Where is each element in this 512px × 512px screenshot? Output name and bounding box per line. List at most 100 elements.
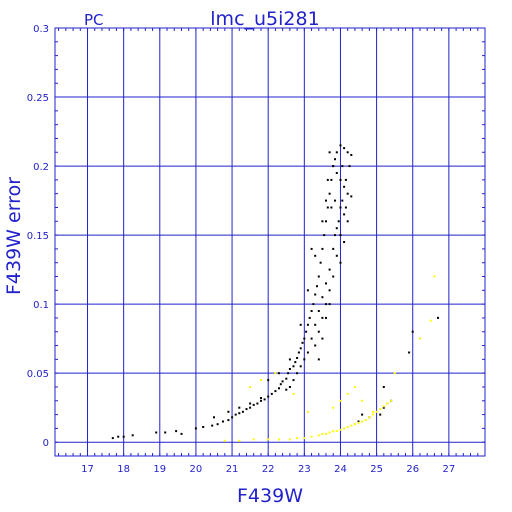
data-point-black bbox=[301, 341, 304, 344]
data-point-black bbox=[310, 337, 313, 340]
data-point-black bbox=[328, 289, 331, 292]
data-point-black bbox=[194, 427, 197, 430]
data-point-black bbox=[314, 293, 317, 296]
data-point-black bbox=[334, 158, 336, 161]
data-point-black bbox=[287, 372, 290, 375]
data-point-black bbox=[317, 330, 320, 333]
data-point-yellow bbox=[379, 408, 382, 411]
data-point-yellow bbox=[364, 419, 367, 422]
data-point-black bbox=[343, 213, 346, 216]
data-point-black bbox=[285, 377, 288, 380]
data-point-yellow bbox=[317, 434, 320, 437]
data-point-black bbox=[216, 423, 219, 426]
data-point-black bbox=[339, 261, 342, 264]
data-point-yellow bbox=[310, 435, 313, 438]
x-tick-label: 26 bbox=[406, 464, 419, 475]
data-point-yellow bbox=[332, 430, 335, 433]
y-axis-label: F439W error bbox=[3, 177, 25, 295]
data-point-yellow bbox=[260, 379, 262, 382]
data-point-yellow bbox=[325, 432, 327, 435]
x-tick-label: 24 bbox=[334, 464, 347, 475]
x-tick-label: 21 bbox=[226, 464, 239, 475]
data-point-black bbox=[344, 178, 347, 181]
y-tick-label: 0.15 bbox=[27, 231, 49, 242]
data-point-yellow bbox=[339, 428, 342, 431]
data-point-black bbox=[303, 358, 306, 361]
data-point-black bbox=[325, 303, 327, 306]
data-point-black bbox=[314, 254, 317, 257]
data-point-yellow bbox=[419, 337, 421, 340]
data-point-yellow bbox=[353, 423, 356, 426]
y-tick-label: 0.25 bbox=[27, 93, 49, 104]
data-point-black bbox=[241, 410, 244, 413]
data-point-yellow bbox=[249, 386, 252, 388]
data-point-black bbox=[270, 392, 273, 395]
data-point-black bbox=[339, 206, 342, 209]
data-point-yellow bbox=[393, 372, 396, 375]
data-point-black bbox=[344, 206, 347, 209]
x-tick-label: 17 bbox=[81, 464, 94, 475]
data-point-black bbox=[335, 172, 338, 174]
data-point-black bbox=[131, 434, 134, 437]
data-point-black bbox=[408, 351, 411, 354]
data-point-black bbox=[234, 413, 237, 416]
data-point-black bbox=[238, 412, 241, 415]
x-axis-label: F439W bbox=[237, 485, 303, 507]
data-point-black bbox=[337, 220, 340, 223]
data-point-black bbox=[306, 351, 309, 354]
data-point-black bbox=[111, 437, 114, 440]
data-point-black bbox=[314, 344, 317, 347]
data-point-yellow bbox=[357, 421, 360, 424]
data-point-black bbox=[325, 282, 327, 285]
data-point-black bbox=[332, 165, 335, 168]
data-point-black bbox=[202, 426, 205, 428]
data-point-yellow bbox=[350, 424, 353, 427]
data-point-black bbox=[155, 431, 158, 434]
data-point-black bbox=[267, 395, 270, 398]
data-point-yellow bbox=[372, 410, 374, 413]
data-point-black bbox=[330, 178, 333, 181]
data-point-black bbox=[325, 220, 327, 223]
y-tick-label: 0.1 bbox=[33, 300, 49, 311]
data-point-black bbox=[382, 386, 385, 388]
data-point-black bbox=[278, 387, 280, 390]
data-point-black bbox=[281, 380, 284, 383]
data-point-black bbox=[288, 358, 291, 361]
data-point-black bbox=[260, 399, 262, 402]
data-point-black bbox=[325, 199, 327, 202]
data-points bbox=[111, 144, 439, 442]
data-point-black bbox=[227, 419, 230, 422]
x-tick-label: 20 bbox=[190, 464, 203, 475]
data-point-black bbox=[348, 165, 351, 168]
data-point-black bbox=[222, 420, 224, 423]
y-tick-label: 0.05 bbox=[27, 369, 49, 380]
data-point-black bbox=[308, 316, 311, 319]
data-point-black bbox=[343, 241, 346, 243]
data-point-black bbox=[357, 420, 360, 423]
x-tick-label: 23 bbox=[298, 464, 311, 475]
x-tick-label: 27 bbox=[442, 464, 455, 475]
plot-frame bbox=[54, 27, 486, 457]
data-point-yellow bbox=[252, 438, 255, 441]
data-point-yellow bbox=[386, 402, 389, 405]
data-point-yellow bbox=[288, 438, 291, 441]
data-point-yellow bbox=[274, 372, 277, 375]
data-point-black bbox=[310, 247, 313, 250]
chart-title: lmc_u5i281 bbox=[210, 8, 319, 30]
data-point-black bbox=[321, 247, 324, 250]
data-point-black bbox=[343, 185, 346, 188]
data-point-black bbox=[296, 357, 299, 359]
data-point-black bbox=[314, 323, 317, 326]
data-point-black bbox=[326, 206, 329, 209]
data-point-black bbox=[238, 406, 241, 409]
data-point-black bbox=[321, 220, 324, 223]
data-point-black bbox=[321, 316, 324, 319]
data-point-yellow bbox=[429, 319, 432, 322]
data-point-black bbox=[180, 432, 183, 435]
data-point-black bbox=[256, 402, 259, 405]
data-point-yellow bbox=[361, 399, 364, 402]
data-point-black bbox=[252, 403, 255, 406]
data-point-black bbox=[278, 372, 280, 375]
data-point-yellow bbox=[390, 399, 393, 402]
